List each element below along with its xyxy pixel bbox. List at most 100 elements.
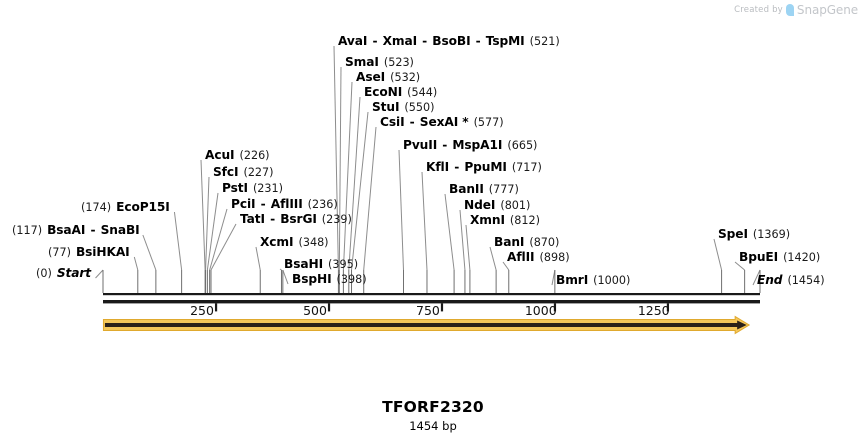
leader-line-end <box>752 269 761 286</box>
enzyme-name: PstI <box>222 181 248 195</box>
enzyme-label-tati-bsrgi[interactable]: TatI - BsrGI (239) <box>240 213 352 226</box>
enzyme-name: XmaI <box>382 34 418 48</box>
enzyme-position-kfli-ppumi: (717) <box>511 161 542 174</box>
enzyme-label-start[interactable]: (0) Start <box>36 267 91 280</box>
enzyme-name-separator: - <box>368 34 382 48</box>
enzyme-label-smai[interactable]: SmaI (523) <box>345 56 414 69</box>
ruler-label-1000: 1000 <box>524 303 557 318</box>
enzyme-name: BsaAI <box>47 223 86 237</box>
leader-line-start <box>95 269 104 279</box>
enzyme-label-econi[interactable]: EcoNI (544) <box>364 86 437 99</box>
enzyme-names-banii: BanII <box>449 182 484 196</box>
enzyme-label-bmri[interactable]: BmrI (1000) <box>556 274 630 287</box>
enzyme-names-tati-bsrgi: TatI - BsrGI <box>240 212 317 226</box>
enzyme-label-xcmi[interactable]: XcmI (348) <box>260 236 329 249</box>
enzyme-name: BspHI <box>292 272 332 286</box>
enzyme-names-smai: SmaI <box>345 55 379 69</box>
enzyme-label-sfci[interactable]: SfcI (227) <box>213 166 274 179</box>
enzyme-position-asei: (532) <box>390 71 421 84</box>
leader-line-bsphi <box>282 269 289 285</box>
enzyme-name: SexAI * <box>419 115 469 129</box>
enzyme-label-end[interactable]: End (1454) <box>757 274 825 287</box>
enzyme-names-acui: AcuI <box>205 148 235 162</box>
enzyme-label-bsihkai[interactable]: (77) BsiHKAI <box>48 246 130 259</box>
enzyme-label-stui[interactable]: StuI (550) <box>372 101 435 114</box>
site-tick-marks-group <box>102 270 761 293</box>
leader-line-econi <box>348 96 361 271</box>
leader-line-xcmi <box>255 246 261 271</box>
orf-arrow[interactable] <box>102 315 751 335</box>
enzyme-label-bani[interactable]: BanI (870) <box>494 236 559 249</box>
enzyme-label-avai-xmai-bsobi-tspmi[interactable]: AvaI - XmaI - BsoBI - TspMI (521) <box>338 35 560 48</box>
enzyme-name: PciI <box>231 197 256 211</box>
enzyme-names-xmni: XmnI <box>470 213 505 227</box>
leader-line-bpuei <box>734 261 745 271</box>
enzyme-label-acui[interactable]: AcuI (226) <box>205 149 270 162</box>
enzyme-position-bpuei: (1420) <box>783 251 821 264</box>
enzyme-name: KflI <box>426 160 450 174</box>
enzyme-label-bsahi[interactable]: BsaHI (395) <box>284 258 358 271</box>
enzyme-name: MspA1I <box>452 138 503 152</box>
orf-arrow-core-line <box>104 320 747 330</box>
leader-line-bani <box>489 246 497 271</box>
enzyme-position-bsihkai: (77) <box>48 246 71 259</box>
ruler-label-500: 500 <box>303 303 327 318</box>
enzyme-label-bsaai-snabi[interactable]: (117) BsaAI - SnaBI <box>12 224 140 237</box>
enzyme-name: TspMI <box>485 34 525 48</box>
enzyme-label-ecop15i[interactable]: (174) EcoP15I <box>81 201 170 214</box>
leader-line-ndei <box>459 209 466 271</box>
leader-line-pcii-aflii <box>209 208 228 271</box>
enzyme-position-stui: (550) <box>404 101 435 114</box>
enzyme-label-ndei[interactable]: NdeI (801) <box>464 199 530 212</box>
enzyme-position-start: (0) <box>36 267 52 280</box>
enzyme-position-xmni: (812) <box>509 214 541 227</box>
enzyme-position-bsahi: (395) <box>328 258 359 271</box>
enzyme-label-spei[interactable]: SpeI (1369) <box>718 228 790 241</box>
enzyme-label-bsphi[interactable]: BspHI (398) <box>292 273 367 286</box>
leader-line-asei <box>342 81 353 271</box>
enzyme-position-psti: (231) <box>252 182 284 195</box>
enzyme-position-aflii: (898) <box>539 251 570 264</box>
ruler-label-250: 250 <box>190 303 214 318</box>
leader-line-psti <box>206 192 219 271</box>
enzyme-names-bsaai-snabi: BsaAI - SnaBI <box>47 223 140 237</box>
enzyme-names-bpuei: BpuEI <box>739 250 778 264</box>
enzyme-name-separator: - <box>450 160 464 174</box>
enzyme-names-avai-xmai-bsobi-tspmi: AvaI - XmaI - BsoBI - TspMI <box>338 34 525 48</box>
enzyme-name: SnaBI <box>100 223 140 237</box>
enzyme-name: BsiHKAI <box>75 245 130 259</box>
enzyme-name: NdeI <box>464 198 496 212</box>
enzyme-position-ndei: (801) <box>500 199 531 212</box>
enzyme-name: BpuEI <box>739 250 779 264</box>
watermark-brand-text: SnapGene <box>796 3 858 17</box>
enzyme-names-econi: EcoNI <box>364 85 402 99</box>
enzyme-names-bsahi: BsaHI <box>284 257 323 271</box>
leader-line-avai-xmai-bsobi-tspmi <box>333 45 339 271</box>
enzyme-label-asei[interactable]: AseI (532) <box>356 71 420 84</box>
ruler-tick-500 <box>327 303 331 312</box>
enzyme-name: XmnI <box>470 213 505 227</box>
enzyme-label-kfli-ppumi[interactable]: KflI - PpuMI (717) <box>426 161 542 174</box>
enzyme-name: AflIII <box>270 197 303 211</box>
enzyme-label-banii[interactable]: BanII (777) <box>449 183 519 196</box>
enzyme-label-pcii-aflii[interactable]: PciI - AflIII (236) <box>231 198 338 211</box>
enzyme-name: StuI <box>372 100 400 114</box>
enzyme-label-xmni[interactable]: XmnI (812) <box>470 214 540 227</box>
enzyme-name-separator: - <box>418 34 432 48</box>
enzyme-label-bpuei[interactable]: BpuEI (1420) <box>739 251 820 264</box>
enzyme-label-psti[interactable]: PstI (231) <box>222 182 283 195</box>
enzyme-name-separator: - <box>438 138 452 152</box>
enzyme-position-end: (1454) <box>787 274 825 287</box>
leader-line-csii-sexai <box>363 126 377 271</box>
enzyme-label-csii-sexai[interactable]: CsiI - SexAI * (577) <box>380 116 504 129</box>
enzyme-names-pcii-aflii: PciI - AflIII <box>231 197 303 211</box>
enzyme-label-pvuii-mspa1i[interactable]: PvuII - MspA1I (665) <box>403 139 537 152</box>
leader-line-ecop15i <box>173 211 183 271</box>
enzyme-label-aflii[interactable]: AflII (898) <box>507 251 570 264</box>
enzyme-name: Start <box>56 266 92 280</box>
enzyme-name-separator: - <box>471 34 485 48</box>
enzyme-name: BsrGI <box>280 212 317 226</box>
enzyme-position-sfci: (227) <box>243 166 274 179</box>
enzyme-names-aflii: AflII <box>507 250 535 264</box>
enzyme-position-bsphi: (398) <box>336 273 367 286</box>
